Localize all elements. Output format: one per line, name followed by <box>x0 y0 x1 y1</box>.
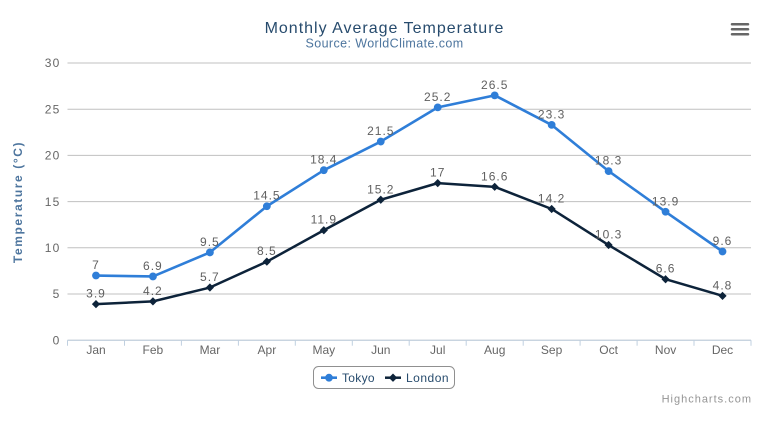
svg-text:6.6: 6.6 <box>656 262 676 276</box>
svg-text:15.2: 15.2 <box>367 182 394 196</box>
svg-text:20: 20 <box>45 149 61 163</box>
svg-text:Jul: Jul <box>430 343 445 357</box>
svg-text:13.9: 13.9 <box>652 194 679 208</box>
svg-text:16.6: 16.6 <box>481 169 508 183</box>
svg-text:3.9: 3.9 <box>86 287 106 301</box>
svg-text:17: 17 <box>430 166 445 180</box>
svg-text:26.5: 26.5 <box>481 78 508 92</box>
svg-text:25: 25 <box>45 102 61 116</box>
svg-text:25.2: 25.2 <box>424 90 451 104</box>
svg-text:23.3: 23.3 <box>538 107 565 121</box>
svg-text:14.5: 14.5 <box>253 189 280 203</box>
svg-text:21.5: 21.5 <box>367 124 394 138</box>
svg-text:9.5: 9.5 <box>200 235 220 249</box>
svg-text:5: 5 <box>53 287 61 301</box>
svg-text:5.7: 5.7 <box>200 270 220 284</box>
svg-text:8.5: 8.5 <box>257 244 277 258</box>
svg-text:Nov: Nov <box>655 343 676 357</box>
svg-text:Highcharts.com: Highcharts.com <box>662 393 752 405</box>
svg-text:9.6: 9.6 <box>713 234 733 248</box>
svg-text:4.2: 4.2 <box>143 284 163 298</box>
svg-text:Aug: Aug <box>484 343 505 357</box>
svg-text:May: May <box>312 343 335 357</box>
svg-text:0: 0 <box>53 333 61 347</box>
svg-text:London: London <box>406 371 449 385</box>
svg-text:Sep: Sep <box>541 343 563 357</box>
svg-text:Temperature (°C): Temperature (°C) <box>11 141 25 263</box>
svg-text:Jun: Jun <box>371 343 390 357</box>
svg-text:Source: WorldClimate.com: Source: WorldClimate.com <box>305 37 463 51</box>
svg-text:10.3: 10.3 <box>595 228 622 242</box>
svg-text:11.9: 11.9 <box>311 213 337 227</box>
svg-text:Oct: Oct <box>599 343 618 357</box>
svg-text:18.4: 18.4 <box>310 153 337 167</box>
svg-text:18.3: 18.3 <box>595 154 622 168</box>
svg-text:6.9: 6.9 <box>143 259 163 273</box>
svg-text:Jan: Jan <box>86 343 105 357</box>
svg-text:4.8: 4.8 <box>713 278 733 292</box>
svg-text:Mar: Mar <box>200 343 221 357</box>
svg-text:7: 7 <box>92 258 100 272</box>
svg-text:14.2: 14.2 <box>538 192 565 206</box>
svg-text:Dec: Dec <box>712 343 733 357</box>
svg-text:30: 30 <box>45 56 61 70</box>
svg-text:10: 10 <box>45 241 61 255</box>
svg-text:15: 15 <box>45 195 61 209</box>
svg-text:Apr: Apr <box>258 343 277 357</box>
svg-text:Feb: Feb <box>143 343 164 357</box>
svg-text:Tokyo: Tokyo <box>342 371 375 385</box>
svg-text:Monthly Average Temperature: Monthly Average Temperature <box>265 20 505 37</box>
